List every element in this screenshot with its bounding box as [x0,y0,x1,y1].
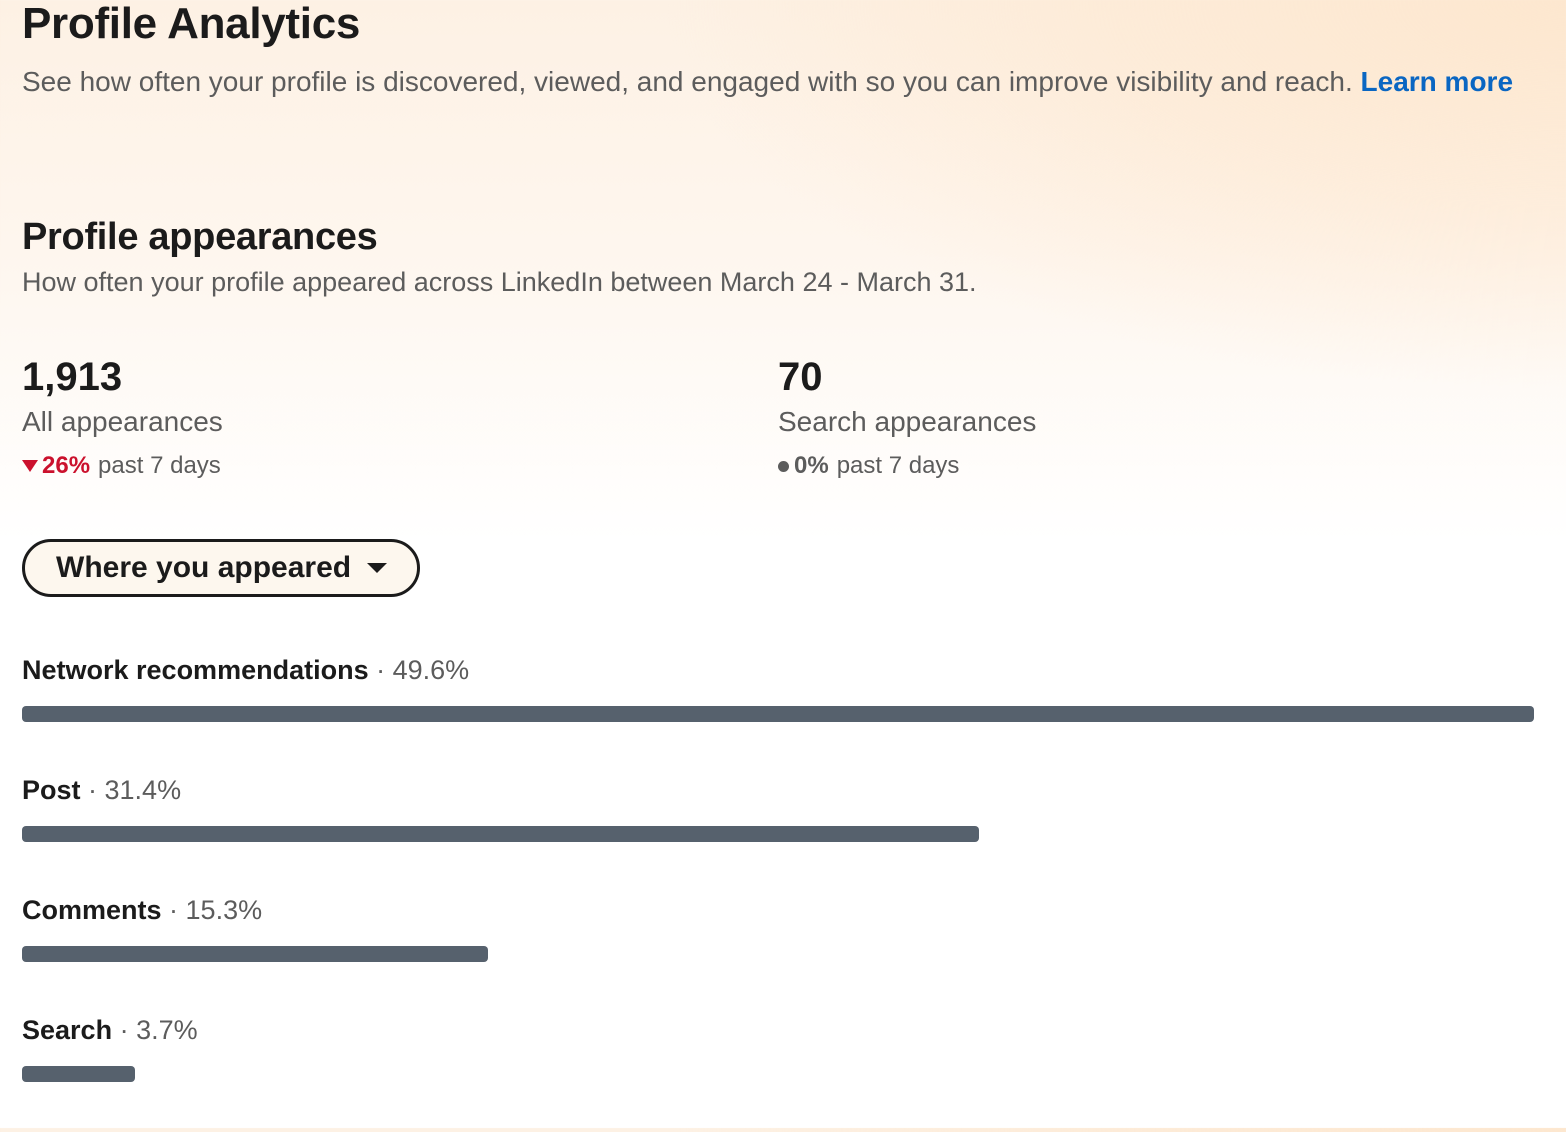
source-separator: · [368,655,393,685]
stat-change-value: 0% [794,452,829,479]
where-you-appeared-dropdown[interactable]: Where you appeared [22,539,421,597]
source-bar [22,826,980,842]
source-separator: · [161,895,186,925]
source-label: Comments [22,895,162,925]
source-label: Network recommendations [22,655,369,685]
stat-all-appearances: 1,913 All appearances 26% past 7 days [22,354,223,480]
stat-label: All appearances [22,406,223,437]
section-title: Profile appearances [22,216,378,258]
source-percentage: 31.4% [104,775,182,805]
source-label: Search [22,1015,113,1045]
stat-search-appearances: 70 Search appearances 0% past 7 days [778,354,1036,480]
source-bar-track [22,1066,1534,1082]
stat-label: Search appearances [778,406,1037,437]
caret-down-icon [367,563,388,573]
source-percentage: 49.6% [392,655,470,685]
source-separator: · [112,1015,137,1045]
source-row: Post · 31.4% [22,772,1534,892]
source-bar-track [22,946,1534,962]
stat-change-value: 26% [42,452,91,479]
source-row: Network recommendations · 49.6% [22,652,1534,772]
page-description-text: See how often your profile is discovered… [22,66,1353,97]
source-bar [22,1066,135,1082]
appearance-sources-chart: Network recommendations · 49.6% Post · 31… [22,652,1534,1132]
page-title: Profile Analytics [22,0,361,48]
trend-down-icon [22,460,38,472]
section-subtitle: How often your profile appeared across L… [22,267,977,297]
source-separator: · [80,775,105,805]
stat-value: 70 [778,355,823,399]
source-row: Comments · 15.3% [22,892,1534,1012]
page-description: See how often your profile is discovered… [22,61,1522,103]
stat-change-period: past 7 days [836,452,960,479]
source-row-header: Search · 3.7% [22,1012,1534,1048]
source-row-header: Comments · 15.3% [22,892,1534,928]
source-bar-track [22,826,1534,842]
source-label: Post [22,775,81,805]
dropdown-label: Where you appeared [56,551,352,584]
source-percentage: 15.3% [185,895,263,925]
trend-neutral-icon [778,460,789,472]
source-row-header: Post · 31.4% [22,772,1534,808]
source-percentage: 3.7% [136,1015,198,1045]
stat-change-period: past 7 days [98,452,221,479]
stat-value: 1,913 [22,355,123,399]
stat-change: 0% past 7 days [778,452,1036,480]
source-row-header: Network recommendations · 49.6% [22,652,1534,688]
source-row: Search · 3.7% [22,1012,1534,1132]
learn-more-link[interactable]: Learn more [1360,66,1514,97]
source-bar [22,706,1534,722]
stat-change: 26% past 7 days [22,452,223,480]
source-bar-track [22,706,1534,722]
source-bar [22,946,489,962]
